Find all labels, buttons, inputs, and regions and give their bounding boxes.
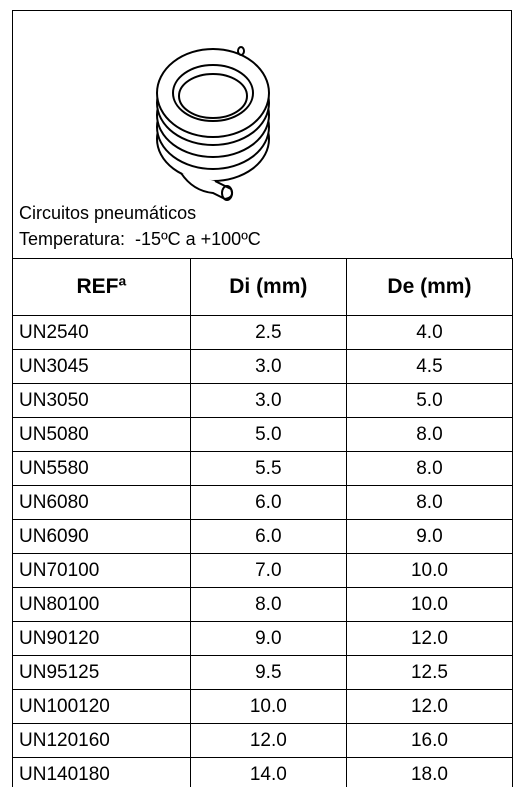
table-cell: 9.0 (346, 520, 512, 554)
caption-line: Circuitos pneumáticos (19, 203, 196, 224)
table-cell: UN120160 (13, 724, 191, 758)
table-cell: 8.0 (346, 452, 512, 486)
table-cell: 12.0 (346, 622, 512, 656)
table-cell: UN3045 (13, 350, 191, 384)
table-cell: 12.0 (190, 724, 346, 758)
table-cell: 9.0 (190, 622, 346, 656)
table-cell: 12.0 (346, 690, 512, 724)
caption-line: Temperatura: -15ºC a +100ºC (19, 229, 261, 250)
table-cell: UN140180 (13, 758, 191, 787)
table-cell: UN100120 (13, 690, 191, 724)
table-cell: UN5080 (13, 418, 191, 452)
page: Circuitos pneumáticos Temperatura: -15ºC… (0, 0, 520, 787)
table-cell: 8.0 (346, 486, 512, 520)
table-cell: 4.0 (346, 316, 512, 350)
table-cell: UN2540 (13, 316, 191, 350)
header-cell: REFª (13, 259, 191, 316)
table-cell: 9.5 (190, 656, 346, 690)
table-cell: UN6090 (13, 520, 191, 554)
product-box: Circuitos pneumáticos Temperatura: -15ºC… (12, 10, 512, 258)
table-cell: 8.0 (190, 588, 346, 622)
table-cell: UN5580 (13, 452, 191, 486)
header-cell: Di (mm) (190, 259, 346, 316)
table-cell: UN70100 (13, 554, 191, 588)
table-cell: 14.0 (190, 758, 346, 787)
table-cell: 3.0 (190, 384, 346, 418)
table-cell: 10.0 (190, 690, 346, 724)
table-cell: 7.0 (190, 554, 346, 588)
table-cell: 5.0 (190, 418, 346, 452)
table-cell: 8.0 (346, 418, 512, 452)
table-cell: 5.5 (190, 452, 346, 486)
coil-illustration (153, 21, 283, 211)
table-cell: UN3050 (13, 384, 191, 418)
table-cell: UN80100 (13, 588, 191, 622)
table-cell: 6.0 (190, 520, 346, 554)
table-cell: 16.0 (346, 724, 512, 758)
table-cell: 6.0 (190, 486, 346, 520)
table-cell: UN90120 (13, 622, 191, 656)
table-cell: UN95125 (13, 656, 191, 690)
table-cell: UN6080 (13, 486, 191, 520)
table-cell: 3.0 (190, 350, 346, 384)
table-cell: 12.5 (346, 656, 512, 690)
table-cell: 10.0 (346, 588, 512, 622)
table-cell: 4.5 (346, 350, 512, 384)
table-cell: 18.0 (346, 758, 512, 787)
table-cell: 10.0 (346, 554, 512, 588)
table-cell: 2.5 (190, 316, 346, 350)
header-cell: De (mm) (346, 259, 512, 316)
table-cell: 5.0 (346, 384, 512, 418)
